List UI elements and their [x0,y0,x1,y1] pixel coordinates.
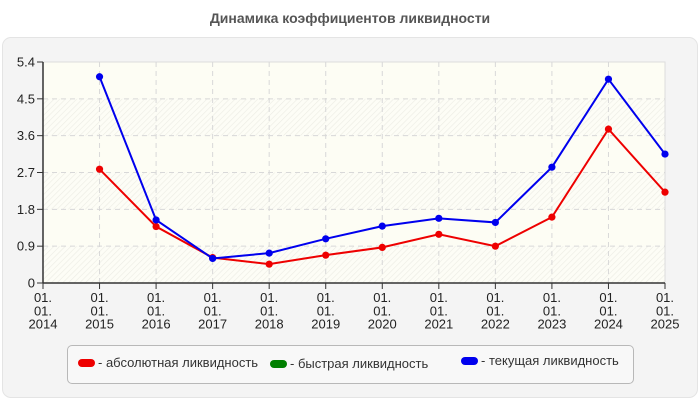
data-point[interactable] [265,249,273,257]
data-point[interactable] [209,254,217,263]
x-tick-label: 01. [373,303,391,318]
x-tick-label: 01. [147,290,165,305]
x-tick-label: 01. [656,290,674,305]
legend-item-absolute-liquidity[interactable]: - абсолютная ликвидность [78,355,258,370]
data-point[interactable] [661,150,669,158]
y-tick-label: 2.7 [17,165,35,180]
data-point[interactable] [322,235,330,243]
data-point[interactable] [95,73,104,81]
data-point[interactable] [152,216,160,224]
x-tick-label: 01. [317,290,335,305]
data-point[interactable] [95,165,104,173]
data-point[interactable] [491,218,499,227]
data-point[interactable] [378,222,386,230]
x-tick-label: 2017 [198,317,227,332]
x-tick-label: 2015 [85,317,114,332]
x-tick-label: 01. [34,290,52,305]
legend-label: - текущая ликвидность [481,353,619,368]
data-point[interactable] [548,163,556,171]
x-tick-label: 01. [34,303,52,318]
data-point[interactable] [152,222,160,231]
data-series [95,73,669,268]
x-tick-label: 01. [599,290,617,305]
data-point[interactable] [265,260,273,268]
data-point[interactable] [661,188,669,196]
series-line [95,73,669,263]
legend-swatch-blue-icon [461,356,478,365]
x-tick-label: 01. [91,303,109,318]
x-tick-label: 01. [204,303,222,318]
x-tick-label: 01. [204,290,222,305]
y-tick-label: 3.6 [17,128,35,143]
axes: 00.91.82.73.64.55.401.01.201401.01.20150… [17,55,680,332]
data-point[interactable] [548,213,556,221]
data-point[interactable] [604,75,613,83]
x-tick-label: 01. [260,303,278,318]
gridlines [43,62,665,283]
x-tick-label: 2025 [651,317,680,332]
legend-item-current-liquidity[interactable]: - текущая ликвидность [461,353,619,368]
data-point[interactable] [378,243,386,251]
x-tick-label: 2016 [142,317,171,332]
x-tick-label: 01. [430,303,448,318]
x-tick-label: 01. [91,290,109,305]
y-tick-label: 5.4 [17,55,35,70]
x-tick-label: 2014 [29,317,58,332]
y-tick-label: 0 [28,276,35,291]
y-tick-label: 4.5 [17,91,35,106]
x-tick-label: 01. [317,303,335,318]
series-line [95,125,669,268]
legend-swatch-red-icon [78,358,95,367]
x-tick-label: 2021 [424,317,453,332]
x-tick-label: 2020 [368,317,397,332]
x-tick-label: 2023 [537,317,566,332]
x-tick-label: 01. [656,303,674,318]
chart-legend: - абсолютная ликвидность - быстрая ликви… [67,345,634,384]
x-tick-label: 2019 [311,317,340,332]
legend-swatch-green-icon [270,359,287,368]
x-tick-label: 2018 [255,317,284,332]
chart-title: Динамика коэффициентов ликвидности [209,10,491,26]
legend-label: - абсолютная ликвидность [98,355,259,370]
x-tick-label: 01. [373,290,391,305]
legend-item-quick-liquidity[interactable]: - быстрая ликвидность [270,356,428,371]
data-point[interactable] [435,214,443,222]
x-tick-label: 01. [430,290,448,305]
data-point[interactable] [435,230,443,238]
x-tick-label: 01. [147,303,165,318]
x-tick-label: 01. [599,303,617,318]
data-point[interactable] [491,242,499,250]
y-tick-label: 0.9 [17,239,35,254]
x-tick-label: 01. [543,303,561,318]
x-tick-label: 01. [486,303,504,318]
data-point[interactable] [322,251,330,259]
x-tick-label: 01. [543,290,561,305]
data-point[interactable] [604,125,613,133]
x-tick-label: 2022 [481,317,510,332]
legend-label: - быстрая ликвидность [290,356,429,371]
x-tick-label: 01. [260,290,278,305]
x-tick-label: 01. [486,290,504,305]
x-tick-label: 2024 [594,317,623,332]
y-tick-label: 1.8 [17,202,35,217]
